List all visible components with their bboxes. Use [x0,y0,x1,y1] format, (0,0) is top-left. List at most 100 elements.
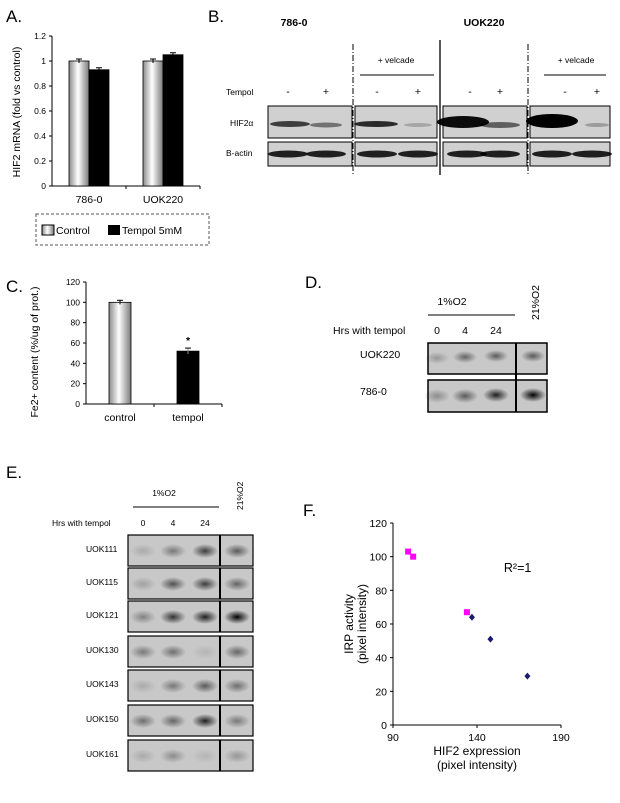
panel-c-ytick-label: 60 [71,338,81,348]
panel-d-band [453,351,477,363]
treatment-sign: + [594,86,600,98]
panel-e-band [192,679,218,693]
panel-e-band [130,679,156,693]
panel-e-band [130,714,156,728]
bactin-band [447,150,487,158]
panel-d-row-786: 786-0 [360,386,387,398]
panel-a-bar [142,60,164,187]
panel-e-band [192,610,218,624]
hif2a-band [310,122,342,128]
panel-e-band [160,577,186,591]
panel-f-point-magenta [405,548,412,555]
panel-e-time: 4 [171,518,176,528]
panel-e-band [160,749,186,763]
blot-box [354,105,438,139]
panel-a-ytick-label: 0.6 [34,106,46,116]
panel-e-band [224,544,250,558]
panel-e-band [224,679,250,693]
legend-control-label: Control [56,225,90,237]
panel-f-point-magenta [410,553,417,560]
panel-c-ylabel: Fe2+ content (%/ug of prot.) [29,286,41,417]
panel-e-band [224,714,250,728]
velcade-label-2: + velcade [558,55,595,65]
panel-c-xtick-label: control [104,412,136,424]
panel-a-chart: 0 0.2 0.4 0.6 0.8 1 1.2 786-0 UOK220 [34,31,201,206]
panel-d-band [521,350,545,362]
bactin-band [480,150,520,158]
hif2a-band [480,122,520,128]
panel-a-bar [162,54,184,187]
legend-tempol-label: Tempol 5mM [122,225,182,237]
panel-e-blots: UOK111 UOK115 UOK121 UOK130 UOK143 UOK150 UOK1… [86,534,254,772]
panel-a-ylabel: HIF2 mRNA (fold vs control) [11,47,23,178]
panel-e-row-label: UOK143 [86,679,119,689]
panel-a-legend-box [35,213,210,246]
panel-f-point-magenta [463,609,470,616]
legend-control-swatch [41,224,55,236]
panel-f-xlabel-2: (pixel intensity) [437,758,517,772]
tempol-row-label: Tempol [226,87,254,97]
panel-d-time: 24 [490,325,502,337]
treatment-sign: - [563,86,567,98]
panel-c-xtick-label: tempol [172,412,204,424]
panel-a-ytick-label: 0.8 [34,81,46,91]
panel-c-ytick-label: 0 [75,399,80,409]
panel-f-ylabel: IRP activity [342,594,356,654]
panel-d-condition: 1%O2 [437,296,466,308]
panel-e-band [224,577,250,591]
velcade-label-1: + velcade [378,55,415,65]
blot-row-hif2a: HIF2α [230,118,253,128]
panel-e-band [130,544,156,558]
panel-a-ytick-label: 1.2 [34,31,46,41]
panel-e-band [224,749,250,763]
panel-f-ytick-label: 20 [375,686,387,698]
hif2a-band [585,123,609,127]
panel-c-significance: * [186,335,191,347]
cell-line-uok220: UOK220 [464,17,505,29]
panel-f-ylabel-2: (pixel intensity) [355,584,369,664]
panel-f-point-navy [524,672,531,680]
panel-e-row-label: UOK150 [86,714,119,724]
panel-f-ytick-label: 80 [375,585,387,597]
bactin-band [398,150,438,158]
bactin-band [572,150,612,158]
treatment-sign: - [286,86,290,98]
bactin-band [306,150,346,158]
panel-f-ytick-label: 120 [369,518,387,530]
panel-f-label: F. [303,501,316,520]
treatment-sign: + [415,86,421,98]
panel-d-times: 0 4 24 [434,325,502,337]
panel-a-bar [68,60,90,187]
panel-e-band [160,610,186,624]
panel-a-ytick-label: 1 [41,56,46,66]
panel-a-ytick-label: 0.4 [34,131,46,141]
panel-e-band [160,645,186,659]
panel-f-ytick-label: 40 [375,653,387,665]
panel-e-row-label: UOK111 [86,544,118,554]
panel-d-band [484,350,508,362]
panel-d-time: 0 [434,325,440,337]
panel-e-band [192,749,218,763]
panel-d-row-uok220: UOK220 [360,349,400,361]
panel-c-ytick-label: 20 [71,379,81,389]
panel-e-label: E. [6,463,22,482]
panel-e-time: 24 [200,518,210,528]
panel-e-condition-alt: 21%O2 [235,481,245,510]
panel-e-row-label: UOK161 [86,749,119,759]
panel-c-chart: 0 20 40 60 80 100 120 control tempol * [66,277,223,424]
panel-d-condition-alt: 21%O2 [530,285,542,320]
panel-e-condition: 1%O2 [152,488,176,498]
hif2a-band [354,121,398,127]
treatment-sign: - [375,86,379,98]
panel-d-band [483,388,509,402]
panel-d-band [425,352,449,364]
panel-c-label: C. [6,277,23,296]
treatment-sign: + [323,86,329,98]
panel-e-times: 0 4 24 [141,518,210,528]
panel-e-row-label: UOK130 [86,645,119,655]
panel-d-time: 4 [462,325,468,337]
panel-e-band [160,679,186,693]
panel-e-band [130,577,156,591]
panel-d-label: D. [305,273,322,292]
